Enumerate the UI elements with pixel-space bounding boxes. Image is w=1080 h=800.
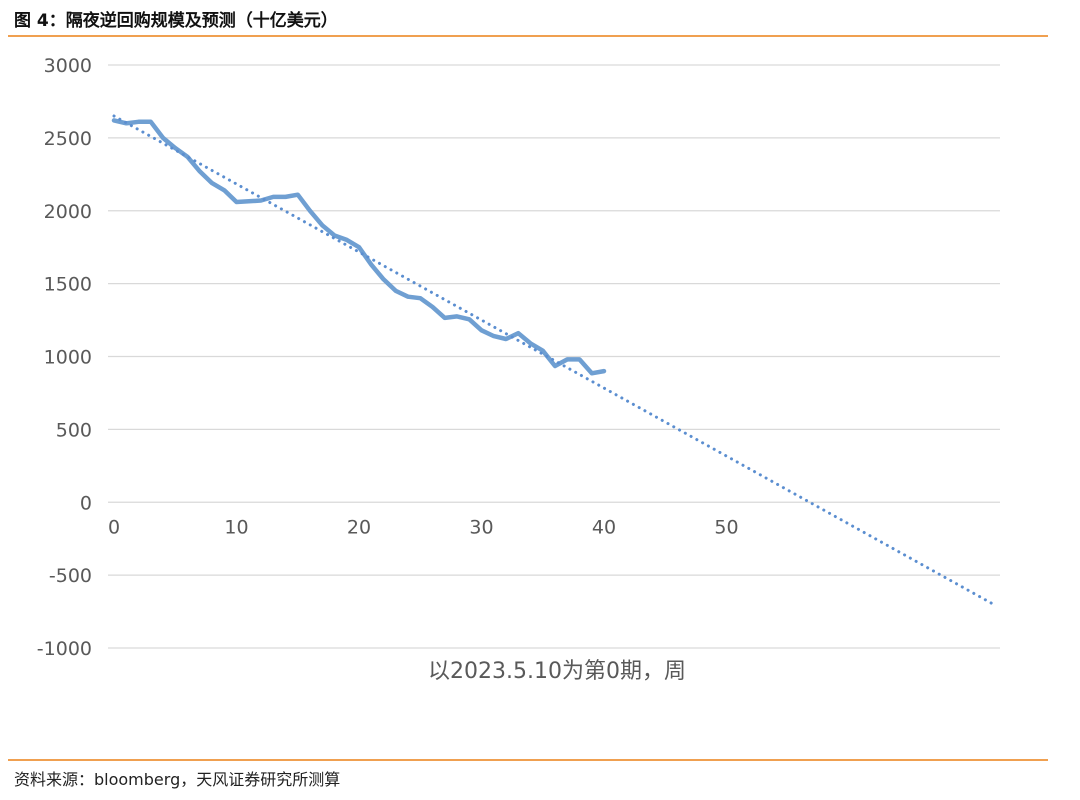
title-rule [8,35,1048,37]
x-tick-label: 20 [347,516,371,538]
y-tick-label: 0 [80,492,92,514]
y-tick-label: -1000 [37,638,92,660]
y-tick-label: -500 [49,565,92,587]
series-line [111,118,607,376]
y-tick-label: 2500 [44,128,92,150]
series-group [111,114,998,608]
source-note: 资料来源：bloomberg，天风证券研究所测算 [14,770,341,789]
x-tick-label: 0 [108,516,120,538]
chart: 3000 2500 2000 1500 1000 500 0 -500 -1000 0 10 20 3… [37,55,1000,684]
figure-title: 图 4：隔夜逆回购规模及预测（十亿美元） [14,11,338,31]
y-tick-label: 2000 [44,201,92,223]
gridlines [108,64,1000,649]
y-tick-label: 1500 [44,274,92,296]
x-tick-label: 40 [592,516,616,538]
source-rule [8,759,1048,761]
x-tick-labels: 0 10 20 30 40 50 [108,516,739,538]
x-tick-label: 30 [469,516,493,538]
y-tick-labels: 3000 2500 2000 1500 1000 500 0 -500 -1000 [37,55,92,660]
x-tick-label: 50 [714,516,738,538]
y-tick-label: 1000 [44,347,92,369]
y-tick-label: 3000 [44,55,92,77]
x-axis-label: 以2023.5.10为第0期，周 [428,659,686,684]
x-tick-label: 10 [224,516,248,538]
y-tick-label: 500 [56,419,92,441]
